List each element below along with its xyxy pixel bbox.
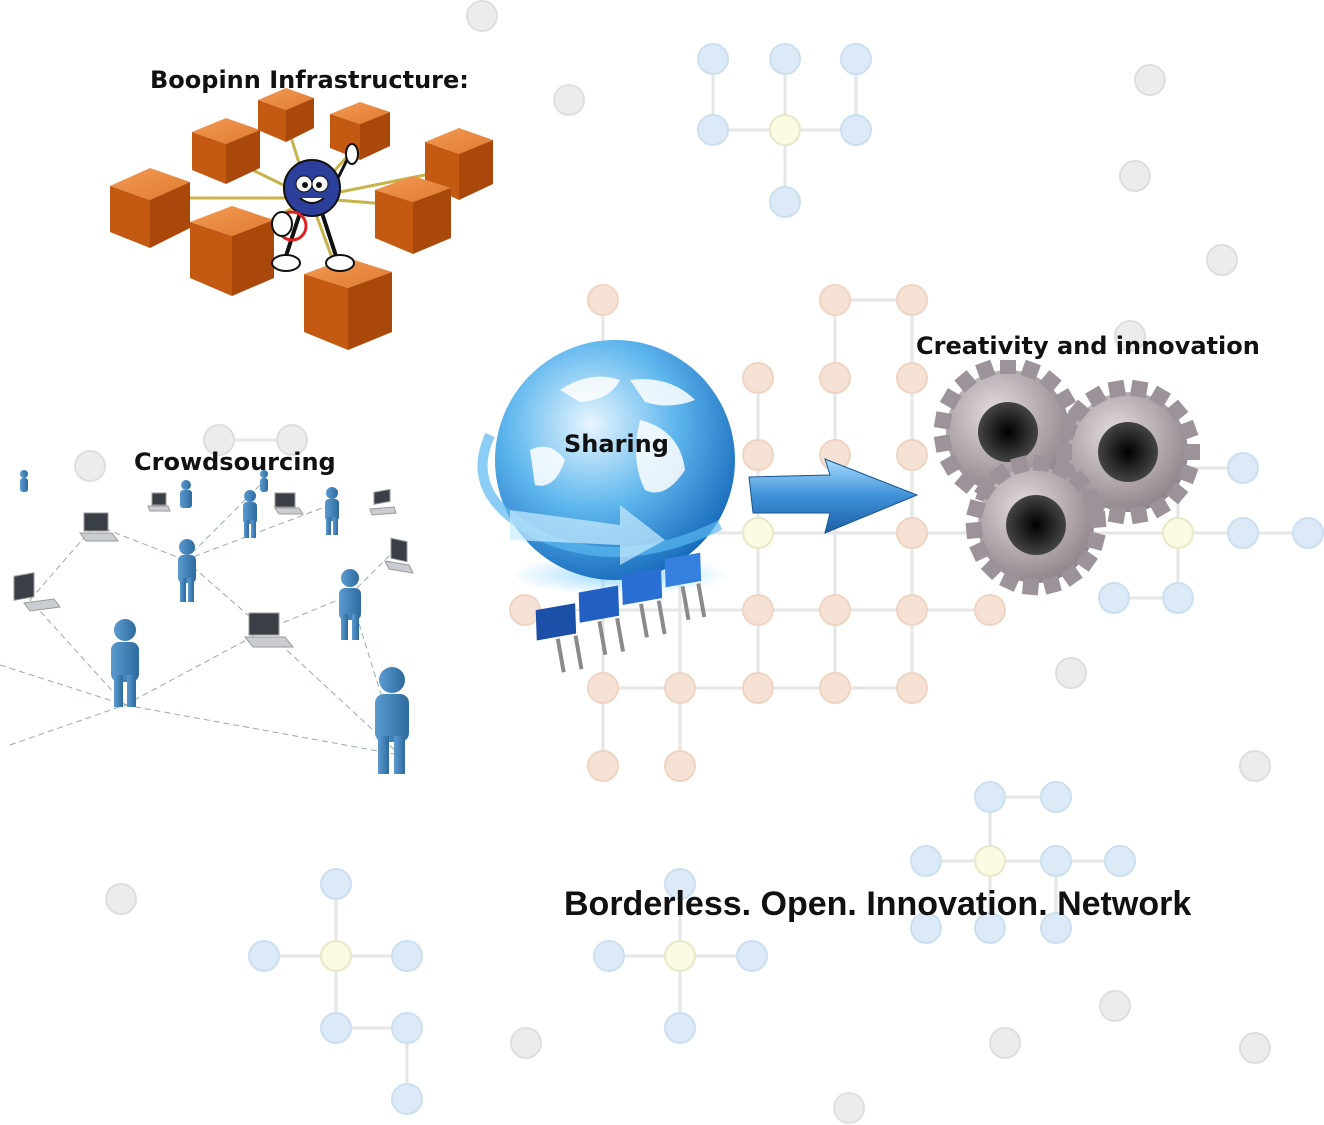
laptop-icon xyxy=(79,512,119,542)
crowdsourcing-illustration xyxy=(0,470,414,774)
person-icon xyxy=(20,470,28,492)
www-icon xyxy=(535,552,707,673)
person-icon xyxy=(178,539,196,602)
laptop-icon xyxy=(243,612,295,648)
crowdsourcing-label: Crowdsourcing xyxy=(134,448,336,476)
tagline: Borderless. Open. Innovation. Network xyxy=(564,885,1192,923)
gear-icon xyxy=(965,454,1107,596)
sharing-label: Sharing xyxy=(564,430,669,458)
creativity-label: Creativity and innovation xyxy=(916,332,1260,360)
laptop-icon xyxy=(13,572,61,612)
infrastructure-label: Boopinn Infrastructure: xyxy=(150,66,469,94)
arrow-icon xyxy=(748,458,919,534)
person-icon xyxy=(243,490,257,538)
infrastructure-illustration xyxy=(110,88,493,350)
person-icon xyxy=(339,569,361,640)
sharing-illustration xyxy=(477,340,735,673)
cube-group xyxy=(110,88,493,350)
person-icon xyxy=(325,487,339,535)
person-icon xyxy=(111,619,139,707)
laptop-icon xyxy=(147,492,171,512)
laptop-icon xyxy=(369,488,397,516)
person-icon xyxy=(375,667,409,774)
laptop-icon xyxy=(384,537,414,574)
gear-icon xyxy=(1056,379,1200,525)
mascot-icon xyxy=(271,143,359,272)
person-icon xyxy=(180,480,192,508)
gears-illustration xyxy=(933,360,1200,596)
person-icon xyxy=(260,470,268,492)
laptop-icon xyxy=(274,492,304,515)
